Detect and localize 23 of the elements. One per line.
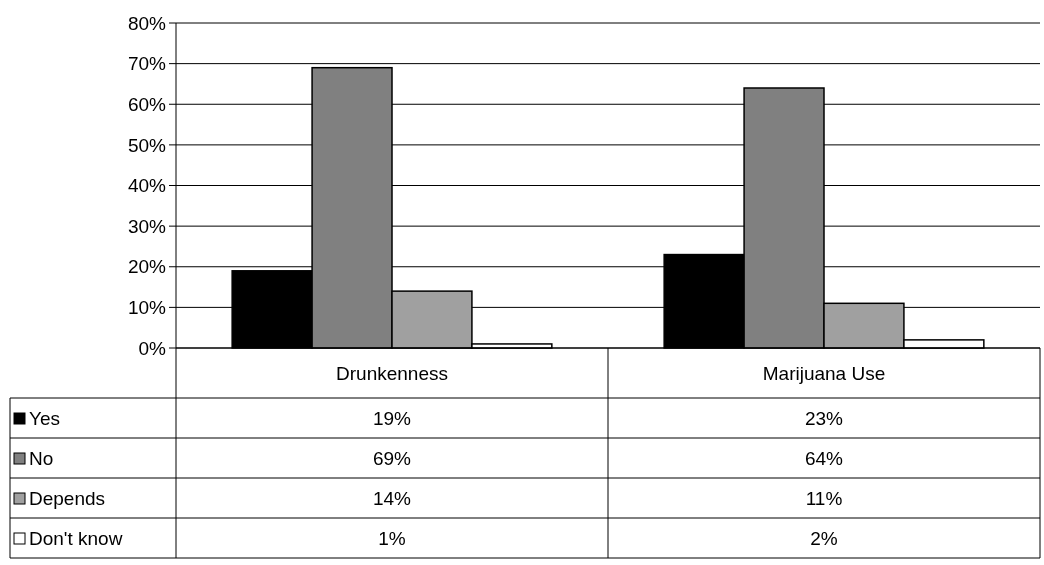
y-tick-label: 60%	[127, 93, 167, 115]
y-tick-label: 10%	[127, 297, 167, 319]
data-label: 23%	[804, 407, 844, 429]
y-tick-label: 50%	[127, 134, 167, 156]
data-label: 14%	[372, 487, 412, 509]
y-tick-label: 40%	[127, 175, 167, 197]
x-tick-label: Drunkenness	[336, 362, 448, 384]
legend-label: No	[29, 447, 54, 469]
legend-label: Depends	[29, 487, 106, 509]
y-tick-label: 20%	[127, 256, 167, 278]
legend-label: Yes	[29, 407, 60, 429]
data-label: 64%	[804, 447, 844, 469]
data-label: 69%	[372, 447, 412, 469]
y-tick-label: 30%	[127, 215, 167, 237]
data-label: 1%	[378, 527, 406, 549]
y-tick-label: 0%	[138, 337, 167, 359]
data-label: 2%	[810, 527, 838, 549]
data-label: 19%	[372, 407, 412, 429]
data-label: 11%	[805, 487, 843, 509]
legend-label: Don't know	[29, 527, 123, 549]
x-tick-label: Marijuana Use	[762, 362, 886, 384]
y-tick-label: 80%	[127, 12, 167, 34]
y-tick-label: 70%	[127, 53, 167, 75]
